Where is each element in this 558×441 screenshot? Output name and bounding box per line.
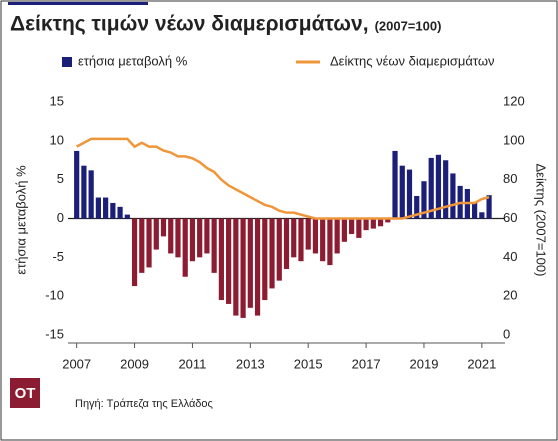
y2-axis-label: Δείκτης (2007=100) xyxy=(534,164,549,277)
bar xyxy=(305,218,311,250)
x-tick-label: 2021 xyxy=(467,356,496,371)
y-tick-label: -15 xyxy=(45,326,64,341)
y2-tick-label: 80 xyxy=(503,171,517,186)
y2-tick-label: 60 xyxy=(503,210,517,225)
bar xyxy=(81,165,87,219)
chart-title: Δείκτης τιμών νέων διαμερισμάτων, xyxy=(10,13,369,36)
bar xyxy=(189,218,196,262)
bar xyxy=(327,218,333,266)
x-tick-label: 2019 xyxy=(410,356,439,371)
bar xyxy=(95,197,101,219)
y-axis-label: ετήσια μεταβολή % xyxy=(13,165,28,275)
bar xyxy=(110,202,116,219)
bar xyxy=(298,218,304,262)
bar xyxy=(254,218,261,316)
bar xyxy=(399,165,405,219)
bar xyxy=(356,218,362,238)
logo: ΟΤ xyxy=(15,385,36,402)
bar xyxy=(443,160,449,219)
y-tick-label: 15 xyxy=(50,93,64,108)
bar xyxy=(406,169,413,219)
bar xyxy=(197,218,203,258)
y2-tick-label: 40 xyxy=(503,249,517,264)
bar xyxy=(131,218,138,287)
y-tick-label: 10 xyxy=(50,132,64,147)
bar xyxy=(472,202,478,219)
legend-swatch xyxy=(62,57,72,67)
bar xyxy=(226,218,232,304)
bar xyxy=(349,218,355,235)
bar xyxy=(182,218,188,277)
y-tick-label: 0 xyxy=(57,210,64,225)
x-tick-label: 2017 xyxy=(352,356,381,371)
legend-label: Δείκτης νέων διαμερισμάτων xyxy=(330,53,495,68)
line xyxy=(76,137,490,220)
x-tick-label: 2009 xyxy=(120,356,149,371)
bar xyxy=(479,212,485,219)
bar xyxy=(421,181,427,219)
y2-tick-label: 20 xyxy=(503,288,517,303)
bar xyxy=(146,218,152,268)
bar xyxy=(233,218,239,316)
bar xyxy=(385,218,391,223)
y-tick-label: 5 xyxy=(57,171,64,186)
bar xyxy=(103,197,109,219)
bar xyxy=(211,218,217,273)
bar xyxy=(312,218,319,254)
bar xyxy=(370,218,376,229)
logo-box xyxy=(10,378,40,408)
bar xyxy=(377,218,384,227)
bar xyxy=(168,218,174,254)
bar xyxy=(450,173,456,219)
bar xyxy=(124,214,130,219)
bar xyxy=(276,218,282,281)
bar xyxy=(486,195,492,219)
bar xyxy=(153,218,159,250)
bar xyxy=(269,218,275,289)
bar xyxy=(283,218,290,269)
bar xyxy=(88,170,94,219)
bar xyxy=(160,218,167,237)
bar xyxy=(428,157,434,219)
bar xyxy=(240,218,246,318)
y-tick-label: -10 xyxy=(45,288,64,303)
bar xyxy=(247,218,253,308)
bar xyxy=(117,206,123,219)
bar xyxy=(262,218,268,301)
bar xyxy=(414,195,420,219)
x-tick-label: 2007 xyxy=(62,356,91,371)
source: Πηγή: Τράπεζα της Ελλάδος xyxy=(75,398,213,410)
x-tick-label: 2011 xyxy=(178,356,206,371)
y2-tick-label: 100 xyxy=(503,132,525,147)
bar xyxy=(320,218,326,262)
bar xyxy=(435,154,442,219)
bar xyxy=(139,218,145,273)
bar xyxy=(334,218,340,254)
bar xyxy=(74,150,80,219)
bar xyxy=(175,218,181,258)
y-tick-label: -5 xyxy=(52,249,64,264)
bar xyxy=(291,218,297,258)
y2-tick-label: 120 xyxy=(503,93,525,108)
bar xyxy=(204,218,210,254)
top-accent xyxy=(8,2,148,5)
bar xyxy=(392,150,398,219)
x-tick-label: 2013 xyxy=(236,356,265,371)
bar xyxy=(363,218,369,231)
y2-tick-label: 0 xyxy=(503,326,510,341)
legend-label: ετήσια μεταβολή % xyxy=(78,53,188,68)
bar xyxy=(341,218,347,242)
x-tick-label: 2015 xyxy=(294,356,323,371)
bar xyxy=(218,218,224,301)
title-note: (2007=100) xyxy=(375,18,442,33)
